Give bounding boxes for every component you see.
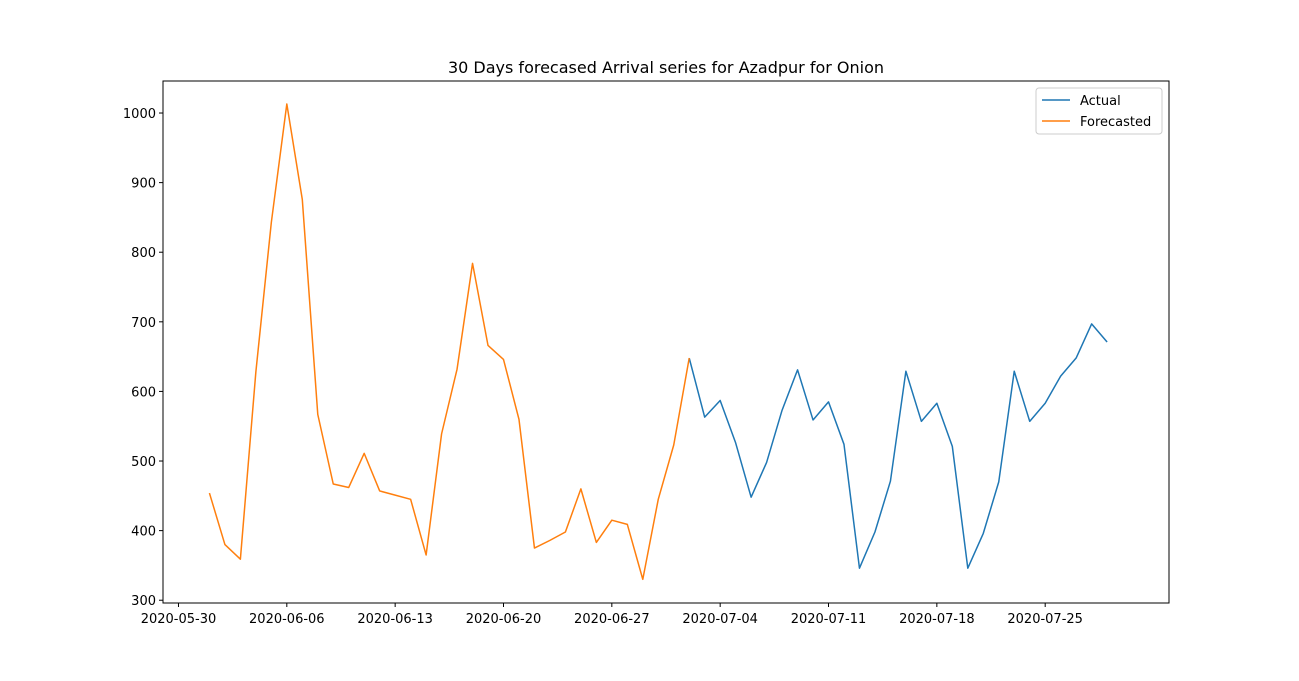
- y-tick-label: 500: [131, 455, 156, 470]
- plot-frame: [162, 80, 1170, 604]
- series-line: [688, 323, 1108, 569]
- x-tick-label: 2020-07-18: [899, 612, 975, 627]
- chart-title: 30 Days forecased Arrival series for Aza…: [448, 58, 884, 77]
- x-tick-label: 2020-07-11: [791, 612, 867, 627]
- y-tick-label: 900: [131, 177, 156, 192]
- x-tick-label: 2020-06-13: [357, 612, 433, 627]
- y-tick-label: 800: [131, 246, 156, 261]
- y-tick-label: 700: [131, 316, 156, 331]
- x-tick-label: 2020-06-20: [466, 612, 542, 627]
- x-tick-label: 2020-05-30: [141, 612, 217, 627]
- y-tick-label: 300: [131, 594, 156, 609]
- x-tick-label: 2020-07-04: [682, 612, 758, 627]
- legend-label: Actual: [1080, 94, 1121, 109]
- legend-label: Forecasted: [1080, 115, 1151, 130]
- x-tick-label: 2020-06-27: [574, 612, 650, 627]
- y-tick-label: 600: [131, 385, 156, 400]
- x-tick-label: 2020-07-25: [1007, 612, 1083, 627]
- series-line: [208, 103, 690, 581]
- x-tick-label: 2020-06-06: [249, 612, 325, 627]
- y-tick-label: 400: [131, 525, 156, 540]
- y-tick-label: 1000: [123, 107, 156, 122]
